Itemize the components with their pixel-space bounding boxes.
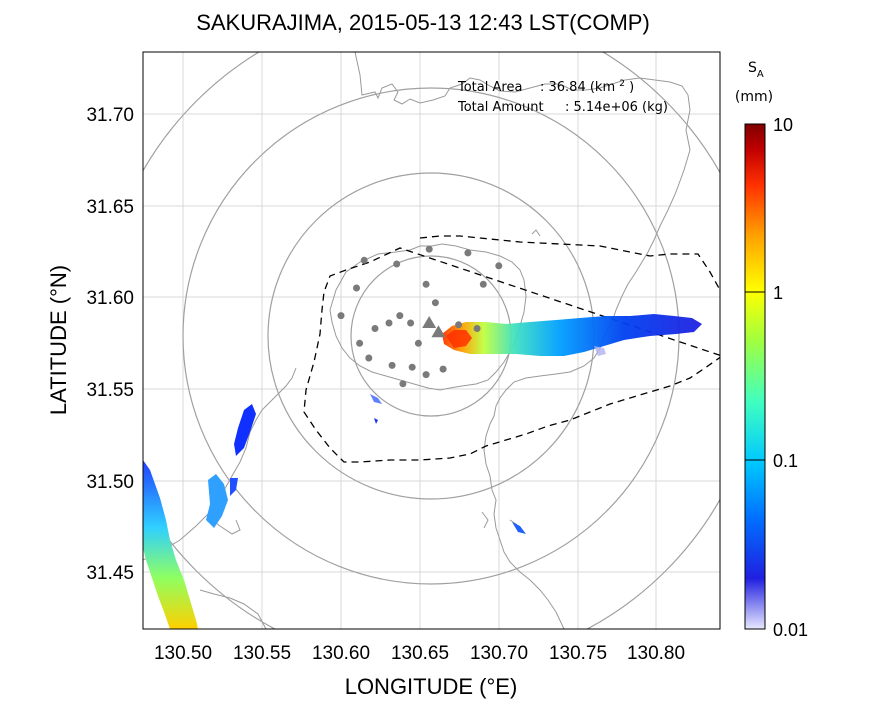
station-point (422, 280, 430, 288)
svg-text:Total Area : 36.84 (km: Total Area : 36.84 (km 2 ) (457, 75, 634, 95)
station-point (414, 339, 422, 347)
x-tick-label: 130.75 (549, 643, 607, 664)
range-ring-3 (182, 87, 680, 585)
total-area-label: Total Area (457, 80, 522, 95)
ash-plume (442, 314, 702, 356)
station-markers (337, 245, 503, 388)
echo-bands-west (143, 394, 526, 629)
station-point (360, 256, 368, 264)
y-tick-label: 31.60 (86, 288, 134, 309)
x-tick-labels: 130.50 130.55 130.60 130.65 130.70 130.7… (154, 643, 685, 664)
y-tick-label: 31.45 (86, 563, 134, 584)
y-tick-label: 31.50 (86, 472, 134, 493)
colorbar-tick: 0.01 (773, 620, 808, 640)
station-point (396, 312, 404, 320)
y-tick-labels: 31.70 31.65 31.60 31.55 31.50 31.45 (86, 105, 134, 584)
colorbar-tick: 1 (773, 283, 783, 303)
total-area-unit-sup: 2 (619, 79, 625, 89)
x-tick-label: 130.80 (627, 643, 685, 664)
total-area-close: ) (629, 80, 634, 95)
x-axis-label: LONGITUDE (°E) (345, 674, 518, 699)
y-tick-label: 31.70 (86, 105, 134, 126)
station-point (371, 325, 379, 332)
x-tick-label: 130.65 (391, 643, 449, 664)
station-point (425, 245, 433, 253)
x-tick-label: 130.50 (154, 643, 212, 664)
station-point (455, 321, 463, 329)
figure-title: SAKURAJIMA, 2015-05-13 12:43 LST(COMP) (196, 10, 650, 35)
station-point (408, 363, 416, 371)
station-point (337, 312, 345, 320)
info-box: Total Area : 36.84 (km 2 ) Total Amount … (457, 75, 668, 115)
station-point (422, 371, 430, 379)
colorbar-label: SA (748, 60, 764, 80)
colorbar-tick: 10 (773, 115, 793, 135)
svg-text:Total Amount : 5.14e+06: Total Amount : 5.14e+06 (kg) (457, 100, 668, 115)
station-point (464, 249, 472, 257)
total-amount-value: : 5.14e+06 (kg) (565, 100, 668, 115)
colorbar: SA (mm) 10 1 0.1 0.01 (735, 60, 808, 640)
coastline (354, 52, 691, 629)
vent-triangle (422, 315, 437, 328)
x-tick-label: 130.55 (233, 643, 291, 664)
station-point (393, 260, 401, 268)
station-point (407, 319, 415, 327)
y-tick-label: 31.55 (86, 380, 134, 401)
station-point (356, 339, 364, 347)
station-point (495, 262, 503, 270)
station-point (473, 325, 481, 332)
plot-area (143, 52, 720, 629)
vent-markers (422, 315, 446, 338)
y-axis-label: LATITUDE (°N) (46, 265, 71, 415)
station-point (399, 380, 407, 388)
plot-border (142, 51, 721, 630)
station-point (388, 361, 396, 369)
station-point (439, 365, 447, 373)
x-tick-label: 130.70 (470, 643, 528, 664)
station-point (385, 319, 393, 327)
station-point (365, 354, 373, 362)
colorbar-gradient (744, 123, 766, 630)
y-tick-label: 31.65 (86, 197, 134, 218)
coastline-west (143, 367, 297, 629)
x-tick-label: 130.60 (312, 643, 370, 664)
station-point (353, 284, 360, 292)
station-point (479, 280, 487, 288)
station-point (431, 299, 439, 307)
total-amount-label: Total Amount (457, 100, 544, 115)
colorbar-tick: 0.1 (773, 451, 798, 471)
observation-boundary (303, 235, 720, 463)
total-area-value: : 36.84 (km (540, 80, 615, 95)
colorbar-unit: (mm) (735, 89, 773, 105)
vent-triangle (431, 325, 446, 338)
